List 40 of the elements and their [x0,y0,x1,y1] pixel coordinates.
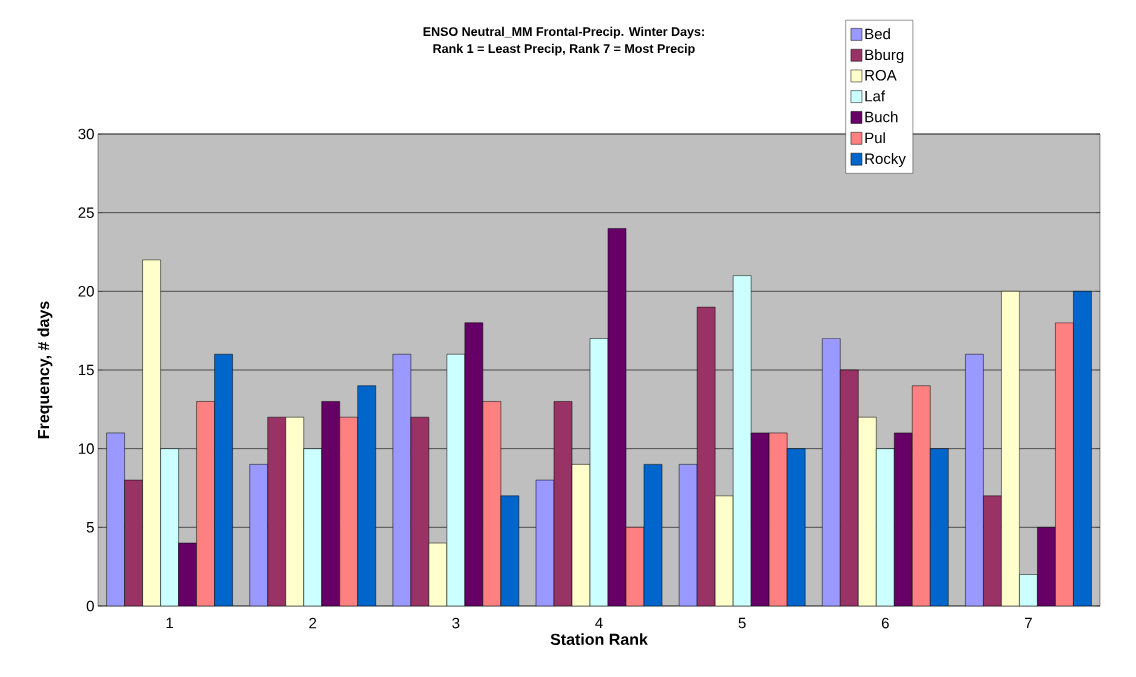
x-tick-label: 3 [452,617,460,629]
legend-label: Bburg [865,49,904,64]
bar [106,432,125,606]
bar [214,354,233,606]
legend-label: Laf [865,90,886,102]
bar [267,416,286,606]
y-tick-label: 25 [78,207,94,218]
y-tick-label: 30 [78,128,94,140]
x-tick-label: 6 [881,617,889,629]
bar [965,354,984,606]
legend-label: Bed [865,28,890,40]
legend-label: Buch [865,111,898,123]
x-tick-label: 5 [738,617,746,629]
bar [285,416,304,606]
x-tick-label: 2 [309,617,317,629]
y-tick-label: 10 [78,443,94,454]
x-axis-title: Station Rank [550,633,648,646]
y-tick-label: 15 [78,364,94,376]
y-axis-title: Frequency, # days [37,301,53,439]
legend-label: ROA [865,69,897,81]
bar [124,479,143,606]
bar [822,338,841,606]
x-tick-label: 1 [166,617,174,629]
chart-title: ENSO Neutral_MM Frontal-Precip. Winter Days: Rank 1 = Least Precip, Rank 7 = Most Precip [423,26,704,56]
bar [858,416,877,606]
bar [357,385,376,606]
bar [142,259,161,606]
bar [249,464,268,606]
x-tick-label: 4 [595,617,603,629]
legend-label: Pul [865,132,885,144]
bar [840,369,859,606]
bar [1073,291,1092,606]
y-tick-label: 20 [78,286,94,297]
bar [930,448,949,606]
bar [983,495,1002,606]
x-tick-label: 7 [1025,617,1032,629]
y-tick-label: 5 [86,522,94,533]
y-tick-label: 0 [86,600,94,612]
legend-label: Rocky [865,153,906,167]
bar [1001,291,1020,606]
